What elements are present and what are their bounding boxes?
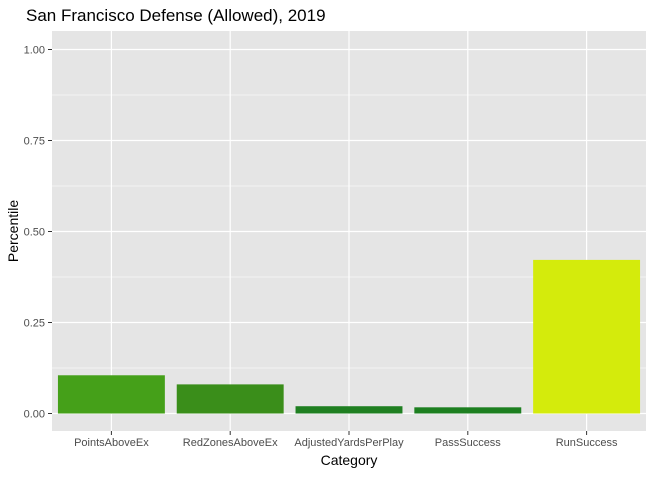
y-tick-label: 0.50 — [24, 227, 45, 239]
x-tick-label: RunSuccess — [556, 437, 618, 449]
y-tick-label: 0.00 — [24, 409, 45, 421]
y-axis-title: Percentile — [5, 200, 21, 262]
bar-PointsAboveEx — [57, 375, 165, 414]
x-tick-label: PointsAboveEx — [74, 437, 149, 449]
x-axis-title: Category — [321, 452, 378, 468]
x-tick-label: AdjustedYardsPerPlay — [294, 437, 404, 449]
bar-RedZonesAboveEx — [176, 384, 284, 414]
y-tick-label: 1.00 — [24, 45, 45, 57]
x-axis-ticks: PointsAboveEx RedZonesAboveEx AdjustedYard… — [74, 431, 618, 449]
y-axis-ticks: 0.00 0.25 0.50 0.75 1.00 — [24, 45, 52, 421]
bars — [57, 259, 641, 414]
x-tick-label: RedZonesAboveEx — [183, 437, 278, 449]
major-gridlines — [52, 31, 646, 431]
y-tick-label: 0.25 — [24, 318, 45, 330]
x-tick-label: PassSuccess — [435, 437, 502, 449]
bar-PassSuccess — [414, 407, 522, 414]
bar-RunSuccess — [533, 259, 641, 414]
y-tick-label: 0.75 — [24, 136, 45, 148]
chart-title: San Francisco Defense (Allowed), 2019 — [26, 6, 326, 25]
bar-AdjustedYardsPerPlay — [295, 406, 403, 414]
